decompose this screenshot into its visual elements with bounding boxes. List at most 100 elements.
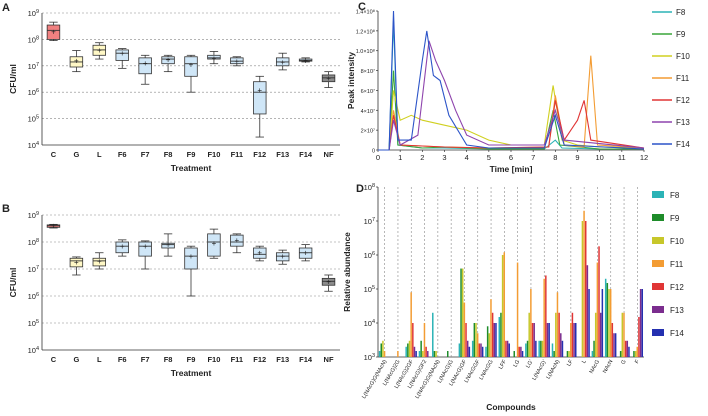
panel-d-bar-F13 (573, 323, 575, 357)
panel-d-xtick-label: NAcN (602, 359, 614, 374)
panel-d-bar-F14 (415, 351, 417, 357)
panel-d-bar-F13 (546, 323, 549, 357)
panel-a-xtick-label: NF (324, 150, 334, 159)
panel-d-bar-F12 (624, 340, 627, 357)
panel-b-ytick-label: 104 (28, 346, 39, 355)
panel-a-xtick-label: F7 (141, 150, 150, 159)
panel-b-xtick-label: F14 (299, 355, 313, 364)
panel-c-ytick-label: 4×10⁷ (361, 108, 375, 115)
panel-d-bar-F12 (465, 323, 467, 357)
panel-a-xtick-label: C (51, 150, 57, 159)
panel-d-bar-F11 (543, 278, 545, 357)
panel-b-ytick-label: 108 (28, 238, 39, 247)
panel-a-xtick-label: F14 (299, 150, 313, 159)
panel-d-bar-F12 (558, 312, 560, 357)
panel-d-bar-F9 (407, 343, 409, 357)
panel-d-bar-F8 (405, 346, 407, 357)
panel-c-xtick-label: 0 (376, 153, 380, 162)
panel-b-mean-marker: + (326, 277, 331, 286)
panel-d-legend-label-F12: F12 (670, 283, 684, 292)
panel-a-ytick-label: 108 (28, 35, 39, 44)
panel-a-mean-marker: + (51, 27, 56, 36)
panel-d-legend-label-F10: F10 (670, 237, 684, 246)
panel-d-bar-F11 (423, 323, 426, 357)
panel-b-mean-marker: + (257, 249, 262, 258)
panel-d-bar-F11 (410, 292, 412, 357)
panel-d-bar-F10 (461, 268, 464, 357)
panel-d-bar-F9 (513, 351, 515, 357)
panel-c-xtick-label: 10 (595, 153, 603, 162)
panel-b-mean-marker: + (143, 242, 148, 251)
panel-d-chart: 103104105106107108L(NAcG)G(NAcN)L(NAcG)2… (342, 183, 684, 412)
panel-c-chart: 0 2×10⁷ 4×10⁷ 6×10⁷ 8×10⁷ 1.0×10⁸ 1.2×10⁸ 1.4×1… (346, 8, 690, 174)
panel-b-xtick-label: F10 (207, 355, 220, 364)
panel-c-series-F14 (378, 10, 645, 151)
panel-a-xtick-label: G (73, 150, 79, 159)
panel-b-xtick-label: F13 (276, 355, 289, 364)
panel-d-bar-F14 (535, 340, 537, 357)
panel-d-bar-F12 (425, 346, 427, 357)
panel-d-bar-F8 (604, 278, 607, 357)
panel-c-series-F11 (378, 55, 645, 151)
panel-b-xtick-label: NF (324, 355, 334, 364)
panel-b-box-F10 (207, 233, 221, 257)
panel-d-bar-F12 (571, 312, 574, 357)
panel-a-box-NF (321, 74, 336, 83)
panel-c-xtick-label: 5 (487, 153, 491, 162)
panel-a-xlabel: Treatment (171, 163, 212, 173)
panel-b-chart: 104 105 106 107 108 109 + C + G + L + F6 + F7 + F8 + F9 + F10… (8, 211, 340, 378)
panel-b-box-NF (321, 277, 336, 286)
panel-d-bar-F12 (638, 317, 640, 357)
panel-d-bar-F13 (427, 351, 429, 357)
panel-d-bar-F13 (639, 289, 642, 357)
panel-d-bar-F14 (641, 289, 644, 357)
panel-d-bar-F11 (623, 312, 625, 357)
panel-d-bar-F11 (583, 210, 585, 357)
panel-b-box-F13 (275, 252, 290, 262)
panel-d-bar-F11 (596, 262, 599, 357)
panel-c-xtick-label: 9 (575, 153, 579, 162)
panel-d-bar-F10 (408, 340, 411, 357)
panel-d-bar-F14 (614, 333, 617, 357)
panel-b-mean-marker: + (303, 249, 308, 258)
panel-d-bar-F11 (516, 262, 519, 357)
panel-d-bar-F11 (556, 292, 559, 357)
panel-b-ylabel: CFU/ml (8, 268, 18, 298)
panel-d-bar-F10 (501, 255, 504, 357)
panel-a-ytick-label: 107 (28, 62, 39, 71)
panel-d-bar-F12 (491, 312, 494, 357)
panel-b-xtick-label: L (97, 355, 102, 364)
panel-d-bar-F12 (531, 323, 534, 357)
panel-b-label: B (2, 203, 10, 215)
panel-b-ytick-label: 107 (28, 265, 39, 274)
panel-d-bar-F11 (636, 346, 639, 357)
panel-a-box-C (46, 24, 61, 40)
panel-d-bar-F10 (435, 351, 437, 357)
panel-d-bar-F8 (471, 340, 474, 357)
panel-c-series-F13 (378, 40, 645, 151)
panel-d-bar-F11 (490, 299, 492, 357)
panel-d-bar-F10 (422, 351, 424, 357)
panel-d-bar-F10 (594, 312, 597, 357)
panel-d-bar-F12 (478, 343, 481, 357)
panel-a-label: A (2, 2, 10, 14)
panel-d-bar-F13 (413, 346, 416, 357)
panel-d-bar-F11 (570, 323, 572, 357)
panel-d-bar-F10 (475, 323, 477, 357)
panel-d-bar-F9 (486, 326, 489, 357)
panel-d-bar-F13 (599, 312, 602, 357)
panel-d-bar-F11 (476, 333, 479, 357)
panel-d-legend-swatch-F13 (652, 306, 664, 313)
panel-b-box-F8 (161, 242, 175, 249)
panel-d-bar-F13 (626, 340, 629, 357)
panel-a-ytick-label: 109 (28, 9, 39, 18)
panel-b-box-G (69, 257, 84, 268)
panel-d-bar-F12 (412, 323, 414, 357)
panel-d-ytick-label: 105 (364, 285, 375, 294)
panel-c-xlabel: Time [min] (490, 164, 533, 174)
panel-a-box-F12 (253, 81, 267, 115)
panel-d-bar-F10 (488, 333, 491, 357)
panel-a-mean-marker: + (212, 54, 217, 63)
panel-d-bar-F8 (551, 343, 554, 357)
